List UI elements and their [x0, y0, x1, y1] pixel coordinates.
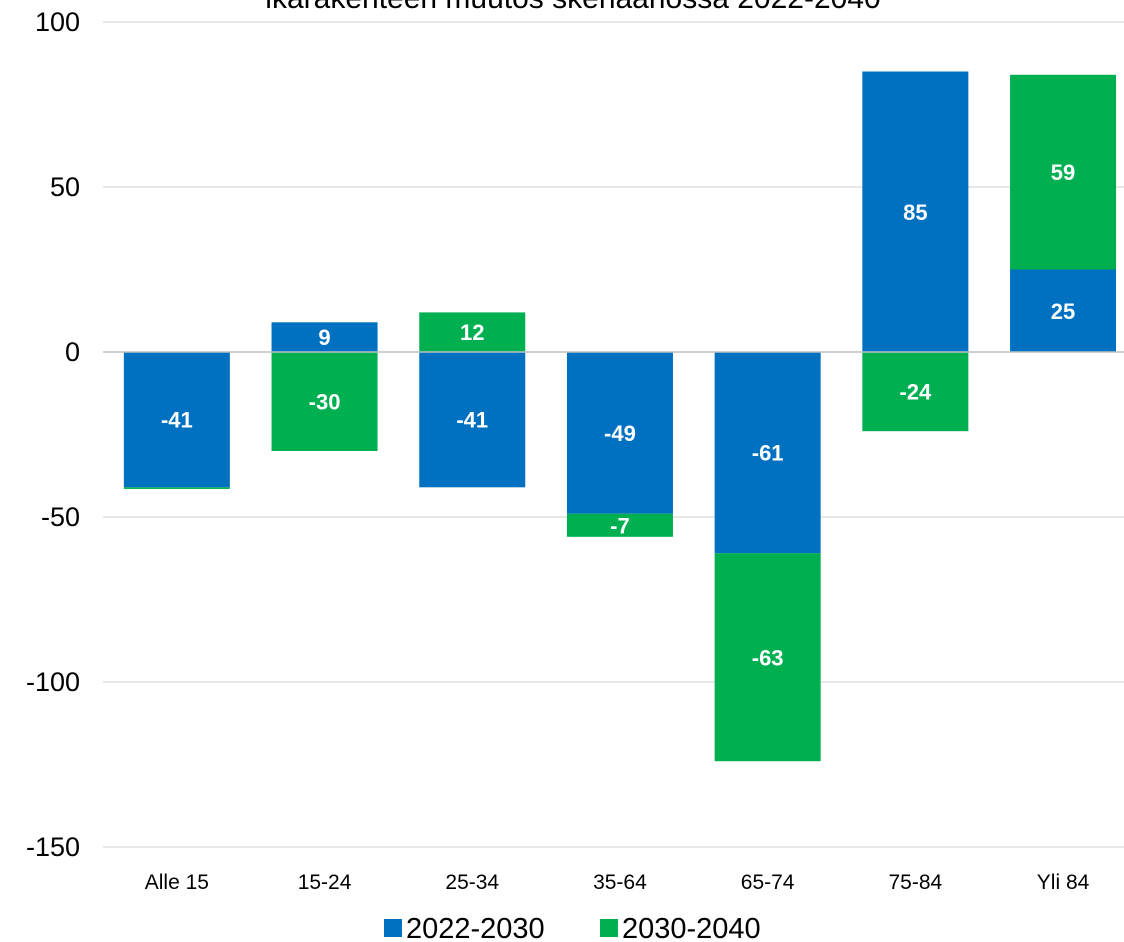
data-label: 59: [1051, 160, 1075, 185]
bar-2022-2030-75-84: [862, 71, 969, 352]
bar-2030-2040-Yli 84: [1010, 74, 1117, 270]
data-label: -49: [604, 421, 636, 446]
chart-title: ikärakenteen muutos skenaariossa 2022-20…: [265, 0, 880, 15]
y-tick-label: -100: [26, 667, 80, 697]
bar-2022-2030-Alle 15: [123, 352, 230, 488]
data-labels: -41 9 -30 -41 12 -49 -7 -61 -63 85 -24 25 59: [161, 160, 1075, 670]
x-axis-category-labels: Alle 15 15-24 25-34 35-64 65-74 75-84 Yli 84: [145, 871, 1090, 894]
y-tick-label: 50: [50, 172, 80, 202]
bar-2030-2040-15-24: [271, 352, 378, 451]
y-tick-label: 0: [65, 337, 80, 367]
bar-2022-2030-35-64: [566, 352, 673, 514]
y-tick-label: 100: [35, 7, 80, 37]
data-label: 12: [460, 320, 484, 345]
bar-2030-2040-35-64: [566, 513, 673, 537]
legend-swatch: [600, 919, 618, 937]
category-label: 65-74: [741, 871, 795, 894]
bar-2022-2030-15-24: [271, 322, 378, 352]
category-label: Yli 84: [1037, 871, 1090, 894]
chart-title-layer: ikärakenteen muutos skenaariossa 2022-20…: [265, 0, 880, 15]
bar-2022-2030-25-34: [419, 352, 526, 488]
data-label: -63: [752, 645, 784, 670]
y-axis-tick-labels: 100 50 0 -50 -100 -150: [26, 7, 80, 862]
bar-2022-2030-65-74: [714, 352, 821, 554]
bar-2030-2040-Alle 15: [123, 487, 230, 489]
data-label: -41: [456, 408, 488, 433]
y-tick-label: -150: [26, 832, 80, 862]
bar-2022-2030-Yli 84: [1010, 269, 1117, 352]
bar-2030-2040-25-34: [419, 312, 526, 352]
legend: 2022-2030 2030-2040: [384, 913, 761, 942]
data-label: -24: [899, 380, 932, 405]
category-label: 15-24: [298, 871, 352, 894]
category-label: 25-34: [445, 871, 499, 894]
bars: [123, 71, 1117, 762]
data-label: 25: [1051, 299, 1075, 324]
data-label: -30: [309, 390, 341, 415]
category-label: 35-64: [593, 871, 647, 894]
data-label: -61: [752, 441, 784, 466]
legend-label: 2030-2040: [622, 913, 761, 942]
data-label: 85: [903, 200, 927, 225]
data-label: -41: [161, 408, 193, 433]
category-label: 75-84: [888, 871, 942, 894]
data-label: 9: [318, 325, 330, 350]
legend-swatch: [384, 919, 402, 937]
category-label: Alle 15: [145, 871, 209, 894]
bar-2030-2040-75-84: [862, 352, 969, 432]
bar-2030-2040-65-74: [714, 553, 821, 762]
legend-label: 2022-2030: [406, 913, 545, 942]
y-tick-label: -50: [41, 502, 80, 532]
data-label: -7: [610, 513, 630, 538]
